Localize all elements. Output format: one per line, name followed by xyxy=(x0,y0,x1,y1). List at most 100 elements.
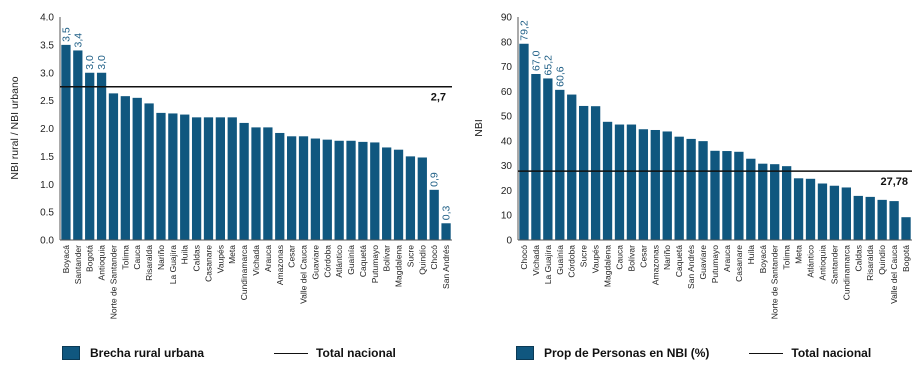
category-label: Bogotá xyxy=(901,245,911,272)
category-label: Valle del Cauca xyxy=(889,245,899,304)
legend-bar-swatch xyxy=(516,346,534,360)
data-label: 65,2 xyxy=(542,55,554,76)
category-label: Tolima xyxy=(120,245,130,270)
category-label: Risaralda xyxy=(144,245,154,281)
bar xyxy=(73,50,83,241)
category-label: Cundinamarca xyxy=(841,245,851,301)
category-label: Quindío xyxy=(877,245,887,275)
category-label: Putumayo xyxy=(370,245,380,284)
legend-left: Brecha rural urbana Total nacional xyxy=(62,346,396,360)
bar xyxy=(710,150,720,240)
category-label: San Andrés xyxy=(686,245,696,289)
y-tick-label: 0 xyxy=(506,236,512,247)
data-label: 3,0 xyxy=(84,55,96,70)
category-label: Boyacá xyxy=(61,245,71,274)
bar xyxy=(805,178,816,240)
bar xyxy=(61,44,71,240)
category-label: Magdalena xyxy=(394,245,404,287)
category-label: Cesar xyxy=(287,245,297,268)
category-label: Caquetá xyxy=(358,245,368,277)
legend-bar-label: Prop de Personas en NBI (%) xyxy=(544,346,710,360)
bars xyxy=(519,43,911,241)
bar xyxy=(96,72,107,240)
bar xyxy=(793,178,804,240)
bar xyxy=(626,124,637,240)
category-label: Vichada xyxy=(251,245,261,276)
category-label: Córdoba xyxy=(567,245,577,278)
category-label: Norte de Santander xyxy=(770,245,780,319)
category-label: Huila xyxy=(746,245,756,265)
category-label: Amazonas xyxy=(275,245,285,285)
bar xyxy=(579,105,589,240)
category-label: Casanare xyxy=(734,245,744,282)
category-label: Vaupés xyxy=(215,245,225,273)
reference-line-label: 2,7 xyxy=(431,92,446,104)
bar xyxy=(298,136,309,240)
legend-line-swatch xyxy=(274,352,309,354)
bar xyxy=(156,112,166,240)
bar xyxy=(215,117,225,240)
category-label: Chocó xyxy=(429,245,439,270)
y-axis-label: NBI rural / NBI urbano xyxy=(9,76,21,179)
bar xyxy=(590,106,601,240)
data-label: 67,0 xyxy=(530,50,542,71)
bar xyxy=(358,141,368,240)
data-labels: 3,5 3,43,0 3,00,90,3 xyxy=(60,27,452,220)
bar xyxy=(889,201,899,240)
bar xyxy=(519,43,529,241)
chart-prop-personas-nbi: NBI 0 10 20 30 40 50 60 70 80 90 79,267,0 65,260,6… xyxy=(473,13,912,319)
data-label: 3,5 xyxy=(60,27,72,42)
category-label: Caldas xyxy=(853,245,863,271)
y-tick-label: 70 xyxy=(501,62,513,73)
chart-brecha-rural-urbana: NBI rural / NBI urbano 0.0 0.5 1.0 1.5 2.0 2.… xyxy=(9,13,453,320)
category-label: Cesar xyxy=(638,245,648,268)
bar xyxy=(382,147,392,240)
y-tick-label: 30 xyxy=(501,161,513,172)
bar xyxy=(108,93,119,240)
y-tick-label: 40 xyxy=(501,136,513,147)
y-tick-label: 20 xyxy=(501,186,513,197)
category-label: Putumayo xyxy=(710,245,720,284)
y-tick-label: 80 xyxy=(501,37,513,48)
y-tick-label: 50 xyxy=(501,112,513,123)
legend-bar-swatch xyxy=(62,346,80,360)
legend-line-swatch xyxy=(749,352,784,354)
bar xyxy=(441,223,451,240)
category-label: Arauca xyxy=(263,245,273,272)
category-label: Guainía xyxy=(555,245,565,275)
category-label: Guaviare xyxy=(310,245,320,280)
y-tick-label: 60 xyxy=(501,87,513,98)
bar xyxy=(168,113,178,240)
category-label: Sucre xyxy=(579,245,589,267)
bar xyxy=(555,89,565,240)
category-label: Amazonas xyxy=(650,245,660,285)
category-label: Quindío xyxy=(417,245,427,275)
bar xyxy=(698,141,708,240)
bar xyxy=(334,140,344,240)
data-label: 3,4 xyxy=(72,33,84,48)
bar xyxy=(758,163,768,240)
category-label: Caquetá xyxy=(674,245,684,277)
y-tick-label: 2.0 xyxy=(40,124,54,135)
bar xyxy=(770,164,780,240)
y-axis-label: NBI xyxy=(473,119,485,137)
category-label: Casanare xyxy=(203,245,213,282)
category-label: Arauca xyxy=(722,245,732,272)
y-tick-label: 1.5 xyxy=(40,152,54,163)
bar xyxy=(180,114,190,240)
bar xyxy=(417,157,427,240)
bar xyxy=(877,199,887,240)
bar xyxy=(144,103,154,240)
category-labels: Chocó Vichada La Guajira Guainía Córdoba Sucr… xyxy=(519,245,911,319)
bar xyxy=(734,151,744,240)
bar xyxy=(275,132,285,240)
bar xyxy=(638,129,649,240)
bar xyxy=(346,140,356,240)
data-label: 0,9 xyxy=(429,172,441,187)
category-label: Chocó xyxy=(519,245,529,270)
category-label: Antioquia xyxy=(817,245,827,281)
category-label: Guainía xyxy=(346,245,356,275)
y-tick-label: 3.0 xyxy=(40,68,54,79)
bar xyxy=(650,129,660,240)
category-label: Bogotá xyxy=(85,245,95,272)
